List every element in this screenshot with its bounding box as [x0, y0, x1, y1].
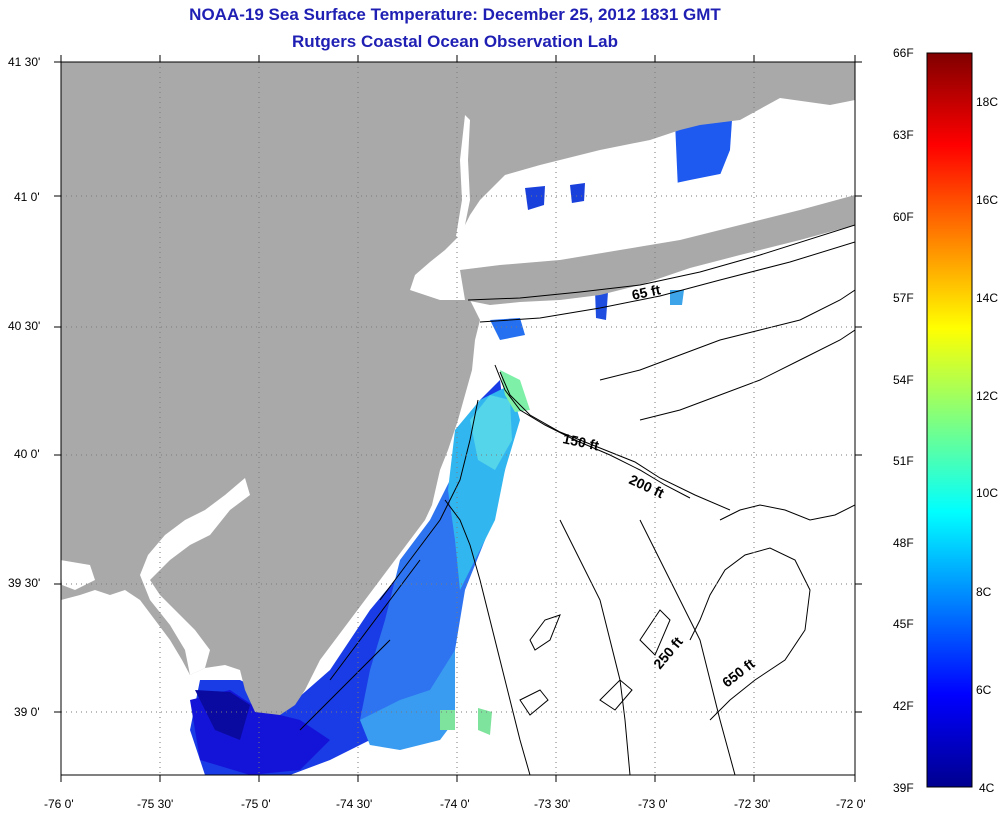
- cb-f-6: 48F: [893, 536, 914, 550]
- lat-tick-0: 41 30': [8, 55, 41, 69]
- lat-tick-5: 39 0': [14, 705, 40, 719]
- cb-c-3: 12C: [976, 389, 999, 403]
- cb-f-2: 60F: [893, 210, 914, 224]
- lon-tick-4: -74 0': [440, 797, 470, 811]
- cb-f-0: 66F: [893, 46, 914, 60]
- lon-tick-3: -74 30': [336, 797, 373, 811]
- lon-tick-7: -72 30': [734, 797, 771, 811]
- sst-field: [190, 120, 732, 775]
- depth-label-150: 150 ft: [561, 430, 600, 453]
- cb-f-4: 54F: [893, 373, 914, 387]
- lat-tick-4: 39 30': [8, 576, 41, 590]
- lat-tick-2: 40 30': [8, 319, 41, 333]
- cb-c-6: 6C: [976, 683, 992, 697]
- cb-f-9: 39F: [893, 781, 914, 795]
- cb-c-2: 14C: [976, 291, 999, 305]
- lat-tick-1: 41 0': [14, 190, 40, 204]
- cb-f-7: 45F: [893, 617, 914, 631]
- lon-tick-5: -73 30': [534, 797, 571, 811]
- map-subtitle: Rutgers Coastal Ocean Observation Lab: [292, 32, 618, 51]
- cb-c-1: 16C: [976, 193, 999, 207]
- lon-tick-6: -73 0': [638, 797, 668, 811]
- lon-tick-8: -72 0': [836, 797, 866, 811]
- cb-c-7: 4C: [979, 781, 995, 795]
- cb-f-1: 63F: [893, 128, 914, 142]
- lon-tick-0: -76 0': [44, 797, 74, 811]
- map-title: NOAA-19 Sea Surface Temperature: Decembe…: [189, 5, 721, 24]
- cb-f-8: 42F: [893, 699, 914, 713]
- cb-f-3: 57F: [893, 291, 914, 305]
- lon-tick-2: -75 0': [241, 797, 271, 811]
- land: [61, 62, 855, 715]
- cb-f-5: 51F: [893, 454, 914, 468]
- cb-c-5: 8C: [976, 585, 992, 599]
- cb-c-4: 10C: [976, 486, 999, 500]
- depth-contours: [299, 224, 855, 775]
- lat-tick-3: 40 0': [14, 447, 40, 461]
- lon-tick-1: -75 30': [137, 797, 174, 811]
- depth-label-65: 65 ft: [630, 281, 662, 303]
- colorbar: [926, 52, 973, 788]
- cb-c-0: 18C: [976, 95, 999, 109]
